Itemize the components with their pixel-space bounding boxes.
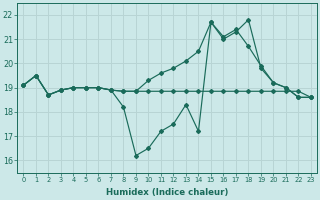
X-axis label: Humidex (Indice chaleur): Humidex (Indice chaleur) [106,188,228,197]
